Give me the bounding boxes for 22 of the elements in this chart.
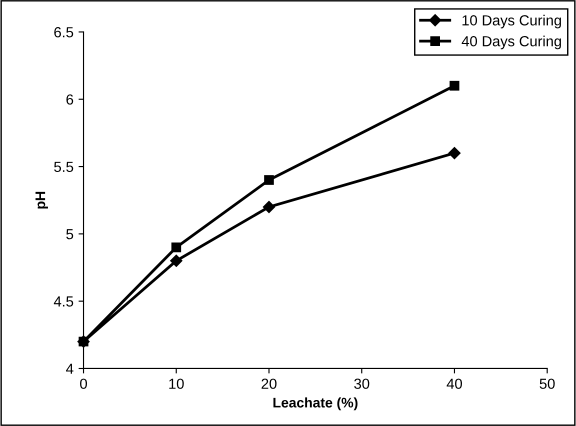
y-tick-label: 5.5 <box>54 162 74 172</box>
legend-label: 40 Days Curing <box>462 36 561 50</box>
x-tick-label: 20 <box>262 378 277 389</box>
y-tick-label: 6 <box>66 94 74 105</box>
x-tick-label: 10 <box>169 378 184 389</box>
legend-label: 10 Days Curing <box>462 14 561 28</box>
y-axis-title: pH <box>36 192 48 209</box>
point <box>262 200 276 214</box>
x-tick-label: 0 <box>80 378 88 389</box>
x-tick-label: 30 <box>354 378 370 389</box>
point <box>264 175 274 185</box>
point <box>448 147 461 160</box>
point <box>171 242 182 252</box>
y-tick-label: 4.5 <box>54 296 74 307</box>
y-tick-label: 6.5 <box>54 27 74 38</box>
x-tick-label: 40 <box>446 378 462 389</box>
point <box>170 254 182 267</box>
y-tick-label: 5 <box>66 229 74 240</box>
point <box>450 80 460 91</box>
y-tick-label: 4 <box>66 364 74 374</box>
x-axis-title: Leachate (%) <box>273 397 358 410</box>
x-tick-label: 50 <box>540 378 555 389</box>
